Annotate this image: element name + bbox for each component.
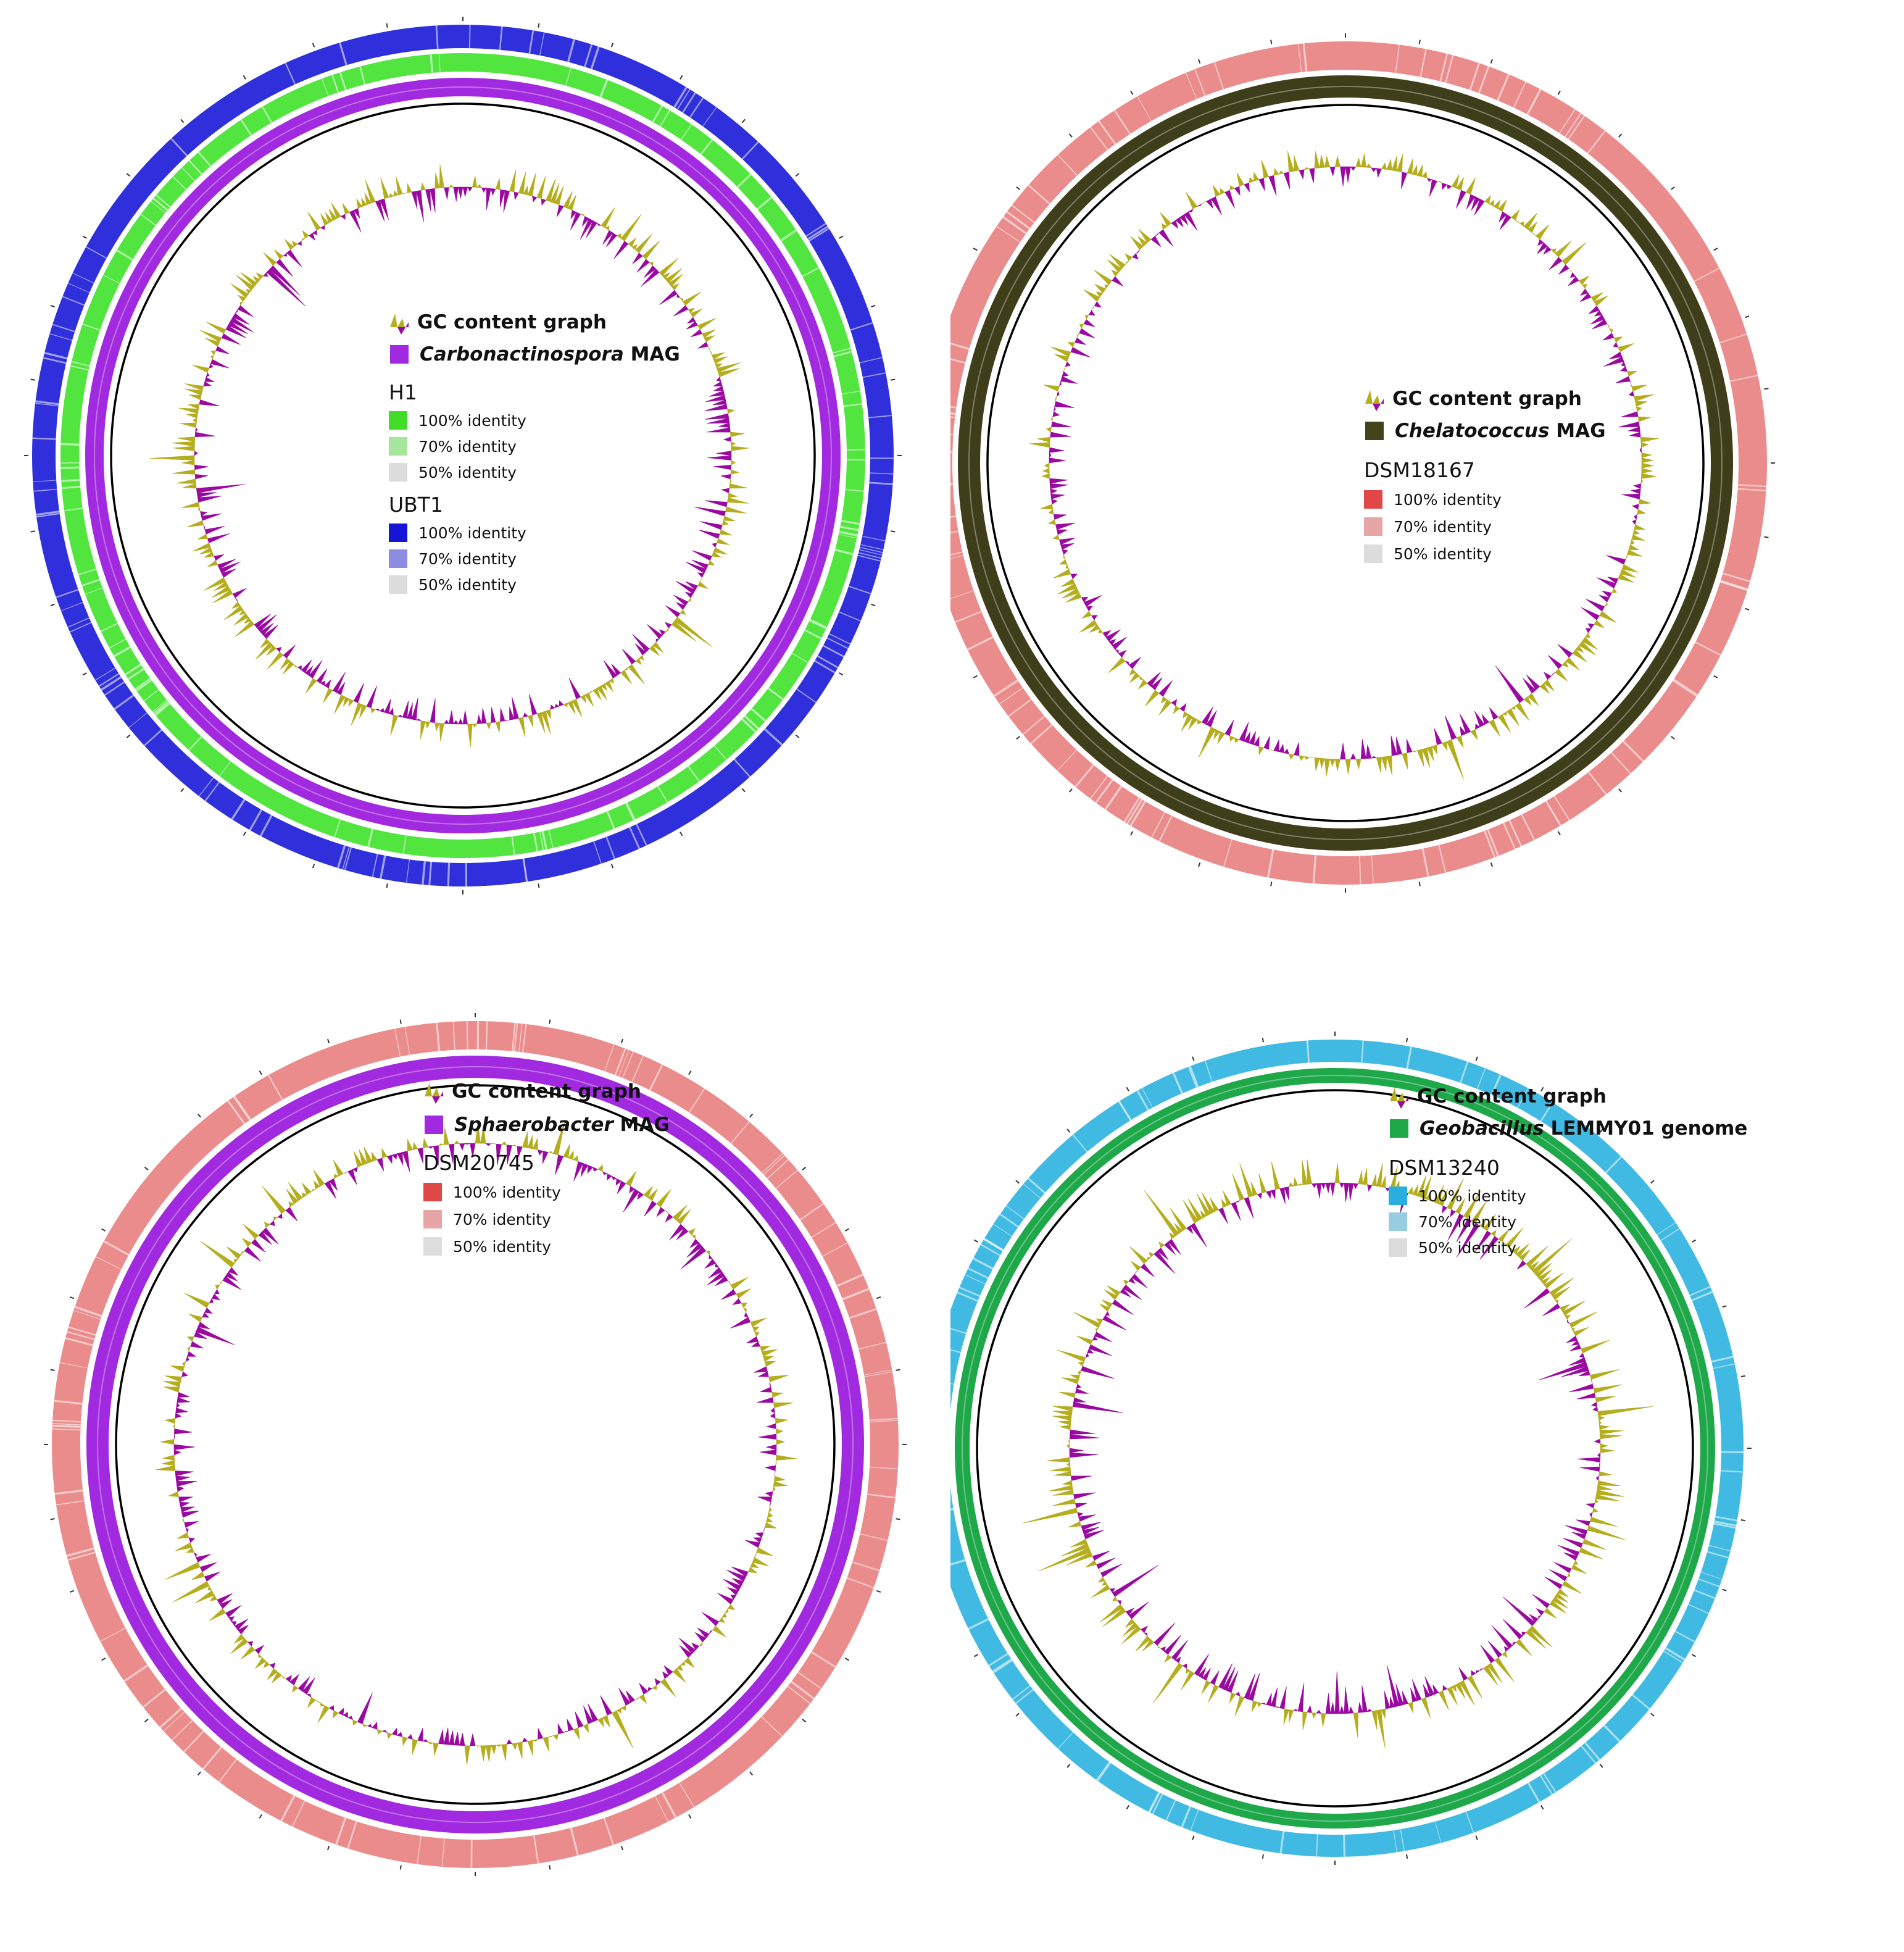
mag-suffix: LEMMY01 genome	[1544, 1117, 1748, 1140]
reference-name-h1: H1	[389, 380, 417, 404]
identity-70-label: 70% identity	[418, 438, 517, 456]
identity-70-label: 70% identity	[1394, 518, 1492, 536]
identity-50-swatch	[1364, 544, 1382, 563]
mag-swatch	[425, 1116, 443, 1134]
mag-swatch	[1365, 422, 1384, 440]
identity-70-swatch	[1389, 1212, 1407, 1231]
gc-graph-icon	[389, 309, 410, 336]
identity-50-swatch	[423, 1237, 442, 1256]
legend-carbonactinospora: GC content graph Carbonactinospora MAG H…	[389, 309, 697, 605]
mag-swatch	[390, 345, 409, 364]
legend-sphaerobacter: GC content graph Sphaerobacter MAG DSM20…	[423, 1078, 744, 1275]
gc-label: GC content graph	[452, 1080, 641, 1103]
mag-suffix: MAG	[1549, 420, 1605, 442]
identity-100-label: 100% identity	[1418, 1187, 1526, 1205]
mag-organism: Carbonactinospora	[420, 343, 624, 365]
identity-50-swatch	[389, 575, 407, 594]
mag-organism: Geobacillus	[1420, 1117, 1544, 1140]
panel-chelatococcus: GC content graph Chelatococcus MAG DSM18…	[950, 0, 1904, 963]
identity-50-label: 50% identity	[1418, 1239, 1516, 1257]
gc-label: GC content graph	[1417, 1085, 1607, 1107]
mag-organism: Chelatococcus	[1395, 420, 1549, 442]
identity-100-swatch	[389, 411, 407, 430]
identity-70-swatch	[423, 1210, 442, 1228]
reference-name-dsm18167: DSM18167	[1364, 458, 1475, 482]
identity-70-swatch	[389, 437, 407, 456]
legend-chelatococcus: GC content graph Chelatococcus MAG DSM18…	[1364, 385, 1685, 583]
identity-100-label: 100% identity	[418, 524, 526, 542]
mag-swatch	[1390, 1119, 1408, 1138]
reference-name-ubt1: UBT1	[389, 493, 443, 517]
identity-100-swatch	[1389, 1187, 1407, 1205]
identity-50-label: 50% identity	[418, 464, 517, 482]
identity-50-label: 50% identity	[1394, 545, 1492, 563]
identity-50-label: 50% identity	[418, 576, 517, 594]
reference-name-dsm13240: DSM13240	[1389, 1156, 1500, 1180]
identity-70-label: 70% identity	[453, 1211, 551, 1228]
identity-100-swatch	[423, 1183, 442, 1201]
identity-50-swatch	[1389, 1238, 1407, 1257]
identity-50-swatch	[389, 463, 407, 482]
mag-organism: Sphaerobacter	[454, 1114, 613, 1136]
reference-name-dsm20745: DSM20745	[423, 1151, 534, 1175]
identity-100-swatch	[389, 523, 407, 542]
gc-graph-icon	[423, 1078, 444, 1105]
panel-geobacillus: GC content graph Geobacillus LEMMY01 gen…	[950, 988, 1904, 1949]
gc-graph-icon	[1389, 1083, 1410, 1110]
panel-sphaerobacter: GC content graph Sphaerobacter MAG DSM20…	[0, 988, 950, 1949]
identity-50-label: 50% identity	[453, 1238, 551, 1256]
gc-label: GC content graph	[1392, 388, 1582, 410]
panel-carbonactinospora: GC content graph Carbonactinospora MAG H…	[0, 0, 950, 963]
mag-suffix: MAG	[624, 343, 680, 365]
identity-70-swatch	[389, 549, 407, 568]
gc-label: GC content graph	[417, 311, 607, 333]
identity-70-label: 70% identity	[1418, 1213, 1516, 1231]
identity-70-swatch	[1364, 517, 1382, 536]
identity-100-label: 100% identity	[1394, 491, 1502, 509]
legend-geobacillus: GC content graph Geobacillus LEMMY01 gen…	[1389, 1083, 1734, 1280]
identity-100-label: 100% identity	[418, 412, 526, 430]
gc-graph-icon	[1364, 385, 1385, 412]
identity-100-swatch	[1364, 490, 1382, 509]
mag-suffix: MAG	[613, 1114, 670, 1136]
identity-100-label: 100% identity	[453, 1183, 561, 1201]
identity-70-label: 70% identity	[418, 550, 517, 568]
